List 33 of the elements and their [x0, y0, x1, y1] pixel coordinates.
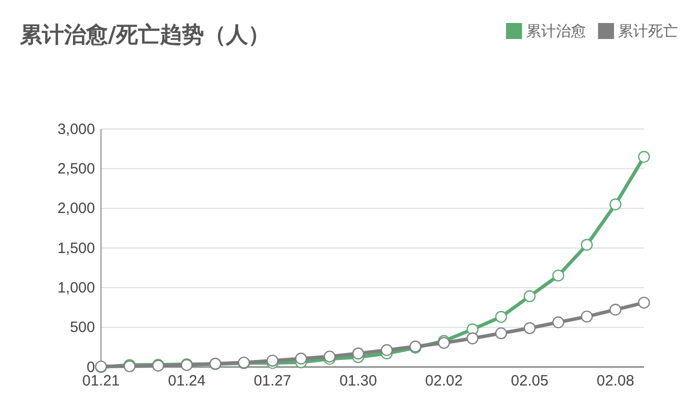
point [638, 150, 650, 163]
point [524, 290, 536, 302]
y-tick-label: 1,500 [57, 240, 95, 257]
legend-label: 累计治愈 [526, 22, 586, 40]
point [495, 310, 508, 323]
x-tick-label: 02.08 [596, 372, 634, 390]
point [552, 270, 564, 282]
point [580, 310, 593, 322]
x-tick-label: 01.27 [254, 372, 292, 390]
chart-title: 累计治愈/死亡趋势（人） [19, 22, 270, 48]
legend-label: 累计死亡 [618, 22, 678, 40]
point [495, 327, 508, 340]
x-tick-label: 02.05 [510, 372, 548, 390]
point [324, 350, 336, 362]
x-tick-label: 01.30 [339, 372, 377, 390]
point [466, 332, 478, 344]
y-tick-label: 500 [70, 319, 95, 336]
y-tick-label: 2,000 [57, 200, 95, 218]
point [266, 354, 278, 367]
point [352, 348, 364, 360]
point [638, 296, 650, 309]
y-tick-label: 1,000 [57, 279, 95, 296]
point [609, 198, 622, 210]
y-tick-label: 3,000 [57, 120, 95, 138]
point [295, 352, 308, 365]
point [609, 304, 622, 316]
point [524, 322, 536, 334]
point [580, 238, 593, 251]
x-tick-label: 01.24 [168, 372, 206, 390]
point [380, 344, 393, 356]
point [552, 316, 564, 328]
y-tick-label: 2,500 [57, 160, 95, 178]
x-tick-label: 02.02 [425, 372, 463, 390]
